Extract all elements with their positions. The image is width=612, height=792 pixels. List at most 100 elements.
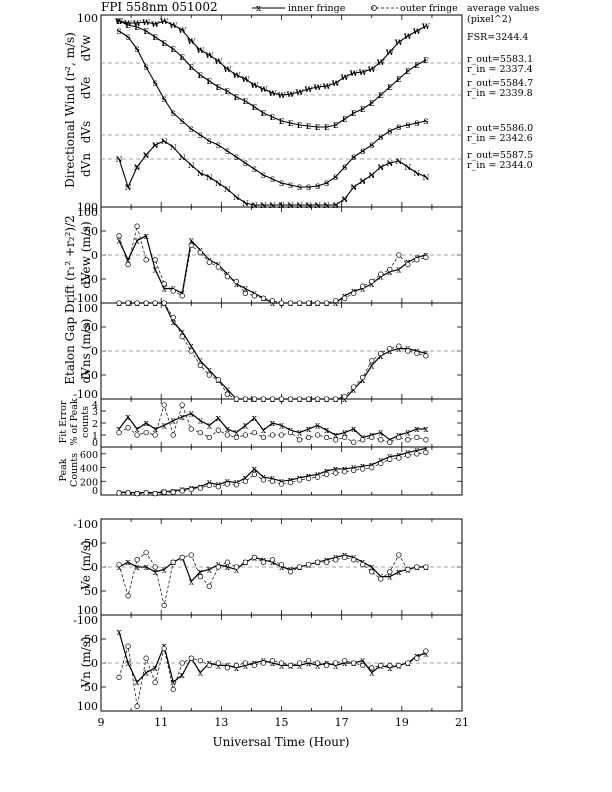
fringe-radius-label: r_in = 2344.0 [467,160,533,171]
data-point-inner: x [198,417,203,427]
y-tick-label: 100 [77,604,98,617]
data-point-outer [396,552,402,558]
data-point-outer [152,564,158,570]
data-point-dvn: N [125,183,132,192]
data-point-inner: x [252,414,257,424]
data-point-inner: x [171,417,176,427]
data-point-outer [116,490,122,496]
data-point-outer [278,300,285,306]
data-point-dvn: N [369,171,376,180]
data-point-dvw: W [331,79,340,88]
fsr-annotation: FSR=3244.4 [467,32,528,43]
data-point-outer [278,561,285,568]
data-point-outer [260,396,267,402]
data-point-inner: x [117,237,122,247]
data-point-outer [179,333,185,340]
data-point-outer [188,348,194,354]
legend: x inner fringe outer fringe [252,3,458,14]
data-point-outer [405,348,411,354]
data-point-inner: x [126,558,131,568]
data-point-dvs: S [126,33,131,42]
data-point-outer [242,478,249,484]
data-point-dvw: W [313,83,322,92]
data-point-outer [224,273,231,280]
y-tick-label: 3 [92,407,98,418]
data-point-inner: x [144,419,149,429]
data-point-outer [405,437,411,443]
data-point-outer [134,223,140,229]
data-point-outer [179,488,185,494]
y-tick-label: 600 [80,450,98,461]
sublabel-dvs: dVs [79,121,93,144]
data-point-outer [206,259,212,265]
data-point-dvn: N [314,201,321,210]
data-point-dvw: W [259,85,268,94]
data-point-outer [414,257,420,263]
data-point-dvs: S [225,147,230,156]
legend-outer-label: outer fringe [400,3,458,14]
panels: 9 11 13 15 17 19 21100500-50-100100500-50-1004… [73,12,469,729]
data-point-outer [360,437,366,443]
data-point-outer [387,266,393,273]
data-point-outer [269,432,276,438]
data-point-dvw: W [367,65,376,74]
data-point-outer [360,561,366,568]
data-point-dve: E [252,103,257,112]
data-point-outer [405,452,411,458]
legend-inner-label: inner fringe [288,3,346,14]
data-point-outer [134,300,140,306]
data-point-outer [242,290,249,297]
data-point-dve: E [134,23,139,32]
data-point-inner: x [243,421,248,431]
data-point-dvn: N [287,201,294,210]
data-point-dve: E [207,77,212,86]
data-point-dvs: S [405,121,410,130]
data-point-inner: x [180,671,185,681]
data-point-dve: E [171,45,176,54]
data-point-outer [405,660,411,666]
data-point-outer [251,662,258,669]
data-point-outer [423,254,429,261]
data-point-outer [251,293,258,299]
ylabel-ve: Ve (m/s) [79,540,93,590]
data-point-inner: x [378,352,383,362]
data-point-outer [134,432,140,438]
data-point-outer [170,686,176,693]
data-point-outer [152,679,158,685]
ylabel-vn: Vn (m/s) [79,636,93,688]
data-point-inner: x [342,659,347,669]
data-point-dvw: W [132,19,141,28]
data-point-outer [323,471,330,478]
data-point-outer [260,477,267,483]
data-point-dvw: W [277,91,286,100]
ylabel-dvns: dVns (m/s) [79,319,93,384]
data-point-outer [423,564,429,570]
x-tick-label: 17 [335,716,349,729]
data-point-outer [260,434,267,441]
series-line-fit-error-outer [118,403,426,443]
data-point-inner: x [306,425,311,435]
data-point-outer [423,449,429,456]
data-point-inner: x [189,237,194,247]
data-point-inner: x [297,429,302,439]
data-point-inner: x [369,361,374,371]
data-point-outer [251,429,258,436]
data-point-inner: x [126,413,131,423]
data-point-outer [269,478,276,484]
data-point-dve: E [116,17,121,26]
data-point-dvw: W [222,65,231,74]
data-point-outer [278,432,285,438]
data-point-outer [260,559,267,565]
data-point-outer [206,372,212,378]
data-point-outer [206,434,212,441]
data-point-inner: x [153,568,158,578]
data-point-outer [323,434,330,441]
data-point-outer [342,554,348,561]
data-point-inner: x [144,669,149,679]
data-point-inner: x [369,280,374,290]
data-point-inner: x [252,465,257,475]
data-point-dve: E [288,119,293,128]
y-tick-label: 50 [84,225,98,238]
data-point-inner: x [270,299,275,309]
data-point-inner: x [315,421,320,431]
